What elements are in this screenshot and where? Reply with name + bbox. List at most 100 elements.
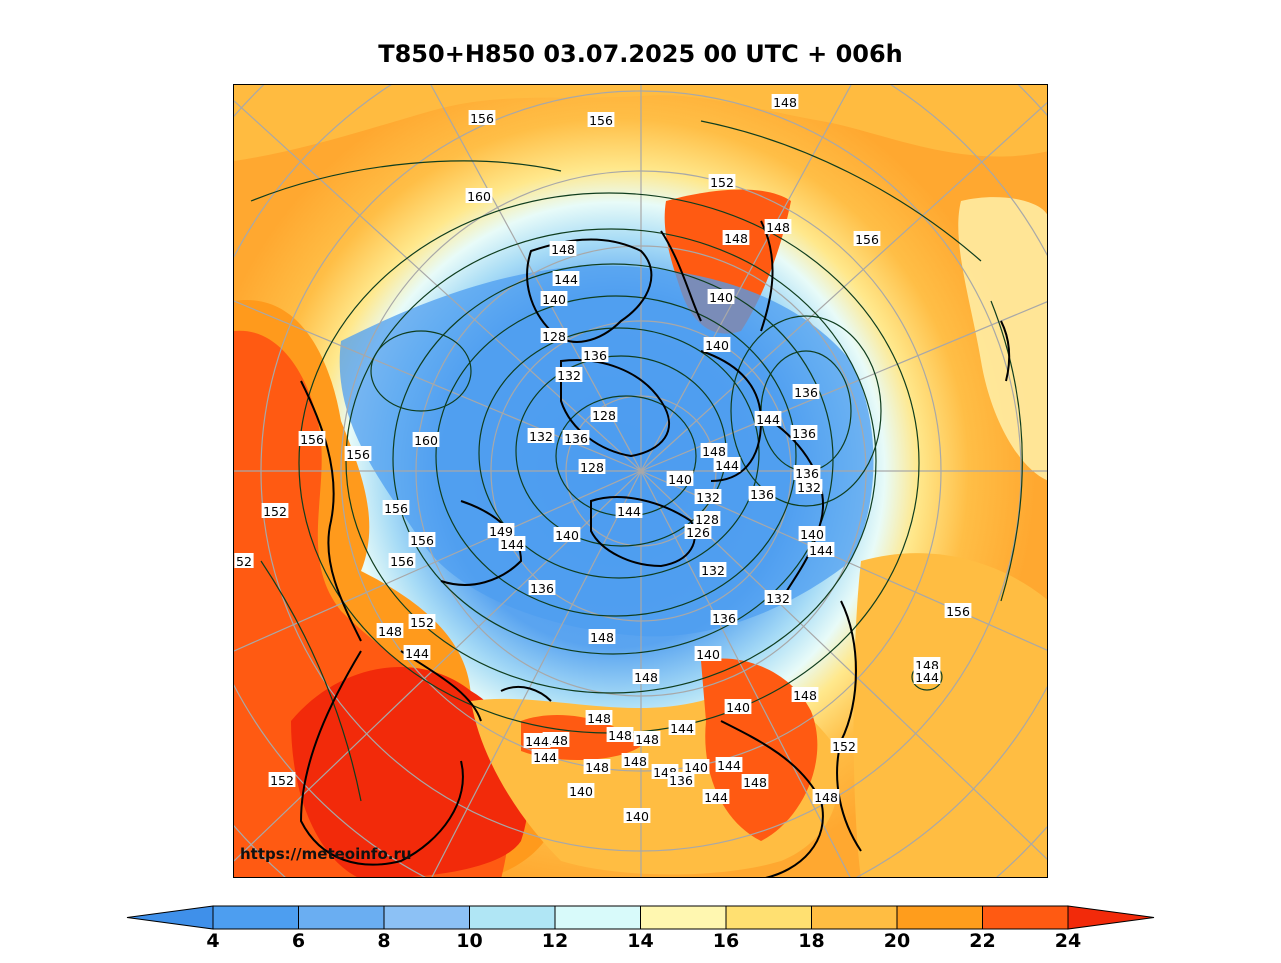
contour-label-box xyxy=(298,431,326,446)
colorbar-tick-label: 14 xyxy=(627,930,654,952)
contour-label-box xyxy=(913,669,941,684)
contour-label: 148 xyxy=(764,219,792,235)
colorbar-cell xyxy=(212,905,299,930)
contour-label-box xyxy=(771,94,799,109)
contour-label: 148 xyxy=(376,623,404,639)
contour-label: 144 xyxy=(702,789,730,805)
contour-label-text: 140 xyxy=(625,809,649,824)
contour-label: 136 xyxy=(793,465,821,481)
contour-label-text: 136 xyxy=(669,773,693,788)
contour-label-text: 136 xyxy=(564,431,588,446)
map-panel: 148 156 156 152 160 148 148 156 148 144 140 140 128 1… xyxy=(233,84,1048,878)
contour-label-text: 144 xyxy=(704,790,728,805)
contour-label-text: 156 xyxy=(589,113,613,128)
contour-label: 160 xyxy=(465,188,493,204)
contour-label-text: 144 xyxy=(500,537,524,552)
contour-label: 148 xyxy=(741,774,769,790)
contour-label: 140 xyxy=(682,759,710,775)
contour-label: 160 xyxy=(412,432,440,448)
colorbar xyxy=(126,905,1155,930)
contour-label-text: 132 xyxy=(696,490,720,505)
contour-label-text: 152 xyxy=(270,773,294,788)
contour-label-box xyxy=(807,542,835,557)
colorbar-cell xyxy=(896,905,983,930)
contour-label: 156 xyxy=(382,500,410,516)
contour-label-text: 128 xyxy=(695,512,719,527)
contour-label: 156 xyxy=(388,553,416,569)
contour-label: 148 xyxy=(722,230,750,246)
contour-label-box xyxy=(633,731,661,746)
contour-label-text: 144 xyxy=(405,646,429,661)
contour-label-box xyxy=(581,347,609,362)
contour-label-text: 160 xyxy=(467,189,491,204)
contour-label-text: 148 xyxy=(608,728,632,743)
contour-label-box xyxy=(702,789,730,804)
contour-label-box xyxy=(708,174,736,189)
contour-label-text: 140 xyxy=(684,760,708,775)
contour-label-text: 144 xyxy=(809,543,833,558)
contour-label-text: 148 xyxy=(793,688,817,703)
contour-label: 128 xyxy=(693,511,721,527)
colorbar-cell xyxy=(811,905,898,930)
contour-label: 144 xyxy=(531,749,559,765)
contour-label: 148 xyxy=(791,687,819,703)
contour-label: 136 xyxy=(792,384,820,400)
contour-label-box xyxy=(408,614,436,629)
contour-label: 140 xyxy=(694,646,722,662)
contour-label: 126 xyxy=(684,524,712,540)
contour-label-text: 148 xyxy=(587,711,611,726)
contour-label-text: 140 xyxy=(555,528,579,543)
contour-label: 152 xyxy=(408,614,436,630)
contour-label-box xyxy=(590,407,618,422)
contour-label-text: 132 xyxy=(797,480,821,495)
contour-label-box xyxy=(606,727,634,742)
contour-label-text: 140 xyxy=(800,527,824,542)
contour-label-box xyxy=(913,657,941,672)
contour-label: 156 xyxy=(944,603,972,619)
hot-region-south xyxy=(521,715,641,761)
contour-label-text: 136 xyxy=(583,348,607,363)
contour-label-text: 156 xyxy=(410,533,434,548)
contour-label: 152 xyxy=(268,772,296,788)
contour-label-text: 132 xyxy=(557,368,581,383)
contour-label: 136 xyxy=(667,772,695,788)
contour-label-box xyxy=(234,553,254,568)
contour-label-text: 149 xyxy=(489,524,513,539)
contour-label: 144 xyxy=(668,720,696,736)
contour-label-text: 144 xyxy=(554,272,578,287)
colorbar-cell xyxy=(383,905,470,930)
contour-label-box xyxy=(795,479,823,494)
contour-label-box xyxy=(710,610,738,625)
contour-label-text: 148 xyxy=(766,220,790,235)
contour-label: 156 xyxy=(298,431,326,447)
contour-label-text: 136 xyxy=(792,426,816,441)
contour-label: 132 xyxy=(699,562,727,578)
contour-label-box xyxy=(523,733,551,748)
contour-label-box xyxy=(812,789,840,804)
contour-label: 140 xyxy=(707,289,735,305)
contour-label-box xyxy=(261,503,289,518)
colorbar-over-arrow xyxy=(1067,905,1155,930)
colorbar-tick-label: 4 xyxy=(206,930,220,952)
contour-label-text: 128 xyxy=(592,408,616,423)
contour-label: 136 xyxy=(710,610,738,626)
contour-label-box xyxy=(694,489,722,504)
contour-label: 144 xyxy=(552,271,580,287)
contour-label-box xyxy=(382,500,410,515)
contour-label-text: 148 xyxy=(378,624,402,639)
contour-label: 52 xyxy=(234,553,254,569)
contour-label-box xyxy=(722,230,750,245)
contour-label-box xyxy=(754,411,782,426)
contour-label-text: 136 xyxy=(750,487,774,502)
contour-label-text: 140 xyxy=(709,290,733,305)
contour-label-text: 152 xyxy=(710,175,734,190)
contour-label-box xyxy=(830,738,858,753)
contour-label: 148 xyxy=(606,727,634,743)
contour-label-box xyxy=(668,720,696,735)
colorbar-cell xyxy=(298,905,385,930)
contour-label-box xyxy=(724,699,752,714)
contour-label-box xyxy=(587,112,615,127)
contour-label: 152 xyxy=(830,738,858,754)
contour-label-box xyxy=(388,553,416,568)
